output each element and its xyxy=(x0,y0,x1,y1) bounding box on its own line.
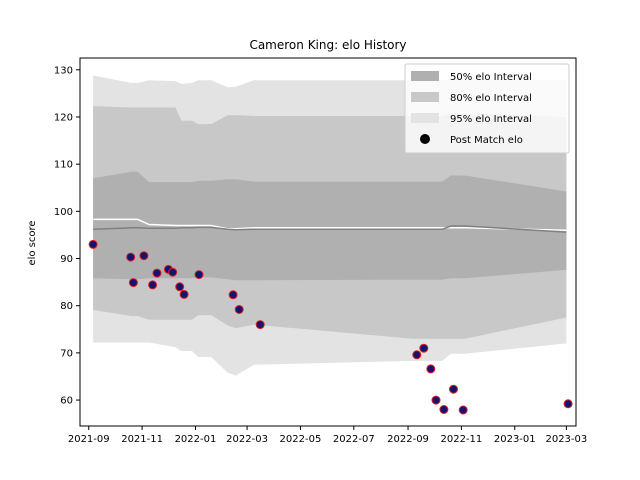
post-match-point xyxy=(449,384,458,394)
y-tick-label: 130 xyxy=(54,65,73,76)
legend-label: 95% elo Interval xyxy=(450,114,532,125)
post-match-point xyxy=(458,405,468,415)
legend: 50% elo Interval 80% elo Interval 95% elo … xyxy=(404,63,570,154)
elo-lines xyxy=(93,218,567,233)
post-match-point xyxy=(234,305,244,314)
post-match-point xyxy=(431,395,441,405)
legend-swatch xyxy=(411,71,439,81)
x-tick-label: 2021-09 xyxy=(68,434,110,445)
legend-label: 50% elo Interval xyxy=(450,72,532,83)
legend-label: Post Match elo xyxy=(450,135,523,146)
post-match-point xyxy=(152,268,162,278)
legend-label: 80% elo Interval xyxy=(450,93,532,104)
y-axis-label: elo score xyxy=(27,220,38,265)
x-tick-label: 2021-11 xyxy=(121,434,163,445)
y-tick-label: 70 xyxy=(60,348,73,359)
x-tick-label: 2022-03 xyxy=(226,434,268,445)
post-match-point xyxy=(126,252,136,262)
post-match-point xyxy=(412,350,422,360)
y-tick-label: 120 xyxy=(54,112,73,123)
chart-title: Cameron King: elo History xyxy=(249,38,406,52)
band-50-interval xyxy=(93,171,567,281)
post-match-point xyxy=(128,278,138,288)
legend-box xyxy=(404,63,570,154)
y-tick-label: 100 xyxy=(54,207,73,218)
legend-swatch xyxy=(411,113,439,123)
legend-marker xyxy=(420,134,430,144)
post-match-point xyxy=(194,270,204,280)
x-axis: 2021-09 2021-11 2022-01 2022-03 2022-05 2022-… xyxy=(68,426,587,445)
y-axis: 60 70 80 90 100 110 120 130 xyxy=(54,65,80,407)
post-match-point xyxy=(179,289,189,299)
y-tick-label: 90 xyxy=(60,254,73,265)
post-match-point xyxy=(419,343,429,353)
post-match-point xyxy=(228,290,238,300)
x-tick-label: 2023-01 xyxy=(494,434,536,445)
post-match-point xyxy=(168,267,178,277)
post-match-point xyxy=(563,399,573,409)
legend-swatch xyxy=(411,92,439,102)
x-tick-label: 2022-01 xyxy=(175,434,217,445)
post-match-point xyxy=(255,320,265,330)
x-tick-label: 2022-05 xyxy=(280,434,322,445)
post-match-points xyxy=(88,239,573,415)
x-tick-label: 2022-07 xyxy=(333,434,375,445)
post-match-point xyxy=(139,251,149,261)
y-tick-label: 110 xyxy=(54,160,73,171)
post-match-point xyxy=(88,239,98,249)
y-tick-label: 80 xyxy=(60,301,73,312)
post-match-point xyxy=(148,280,158,290)
y-tick-label: 60 xyxy=(60,396,73,407)
plot-frame xyxy=(79,57,577,427)
post-match-point xyxy=(175,282,185,292)
x-tick-label: 2023-03 xyxy=(545,434,587,445)
x-tick-label: 2022-09 xyxy=(387,434,429,445)
post-match-point xyxy=(439,405,449,414)
x-tick-label: 2022-11 xyxy=(441,434,483,445)
mean-elo-line xyxy=(93,225,567,233)
post-match-point xyxy=(426,364,436,374)
